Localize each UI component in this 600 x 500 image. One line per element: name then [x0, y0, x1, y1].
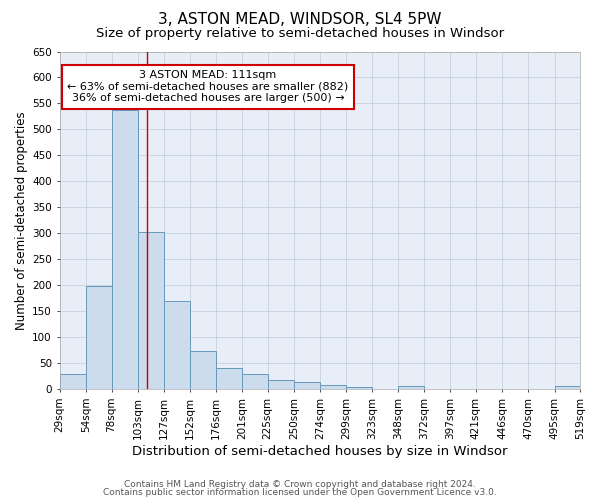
Bar — [112, 110, 138, 389]
Bar — [215, 368, 242, 389]
Bar — [554, 386, 580, 389]
X-axis label: Distribution of semi-detached houses by size in Windsor: Distribution of semi-detached houses by … — [132, 444, 508, 458]
Text: Size of property relative to semi-detached houses in Windsor: Size of property relative to semi-detach… — [96, 28, 504, 40]
Bar — [242, 374, 268, 389]
Bar — [268, 380, 294, 389]
Bar — [190, 350, 215, 389]
Bar — [86, 286, 112, 389]
Bar — [398, 386, 424, 389]
Bar — [59, 374, 86, 389]
Text: 3, ASTON MEAD, WINDSOR, SL4 5PW: 3, ASTON MEAD, WINDSOR, SL4 5PW — [158, 12, 442, 28]
Bar — [138, 232, 164, 389]
Text: 3 ASTON MEAD: 111sqm
← 63% of semi-detached houses are smaller (882)
36% of semi: 3 ASTON MEAD: 111sqm ← 63% of semi-detac… — [67, 70, 349, 103]
Bar — [346, 386, 372, 389]
Bar — [320, 385, 346, 389]
Bar — [164, 301, 190, 389]
Y-axis label: Number of semi-detached properties: Number of semi-detached properties — [15, 111, 28, 330]
Text: Contains HM Land Registry data © Crown copyright and database right 2024.: Contains HM Land Registry data © Crown c… — [124, 480, 476, 489]
Bar — [294, 382, 320, 389]
Text: Contains public sector information licensed under the Open Government Licence v3: Contains public sector information licen… — [103, 488, 497, 497]
